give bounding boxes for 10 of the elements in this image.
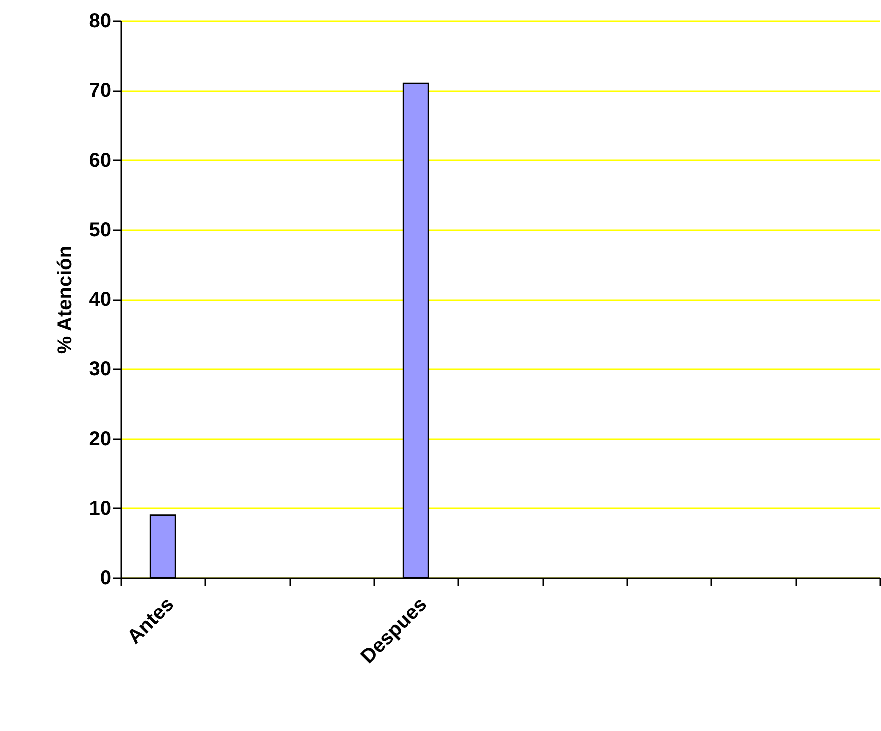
y-axis-title: % Atención [54,246,76,354]
y-tick-label: 30 [89,358,112,381]
y-tick-label: 0 [100,568,112,590]
y-tick-label: 80 [89,10,112,32]
y-tick-label: 70 [89,80,112,102]
y-tick-label: 50 [89,219,112,242]
y-tick-label: 20 [89,428,112,450]
y-tick-label: 10 [89,498,112,520]
y-tick-label: 60 [89,150,112,172]
y-tick-label: 40 [89,289,112,311]
